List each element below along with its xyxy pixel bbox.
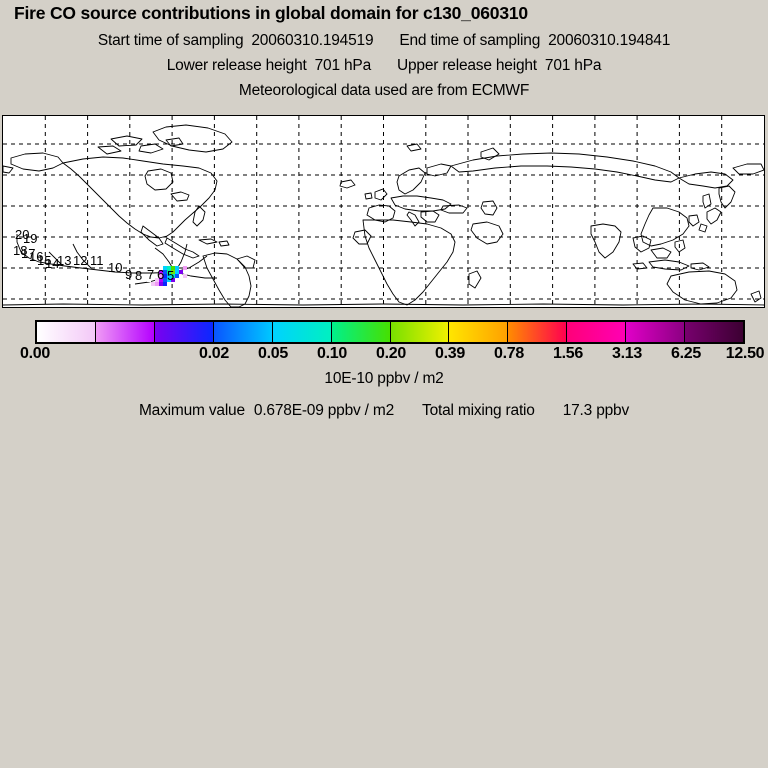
end-time-value: 20060310.194841 — [548, 32, 671, 49]
colorbar-tick: 0.02 — [199, 345, 229, 362]
colorbar-tick: 6.25 — [671, 345, 701, 362]
start-time-label: Start time of sampling — [97, 32, 244, 49]
colorbar-segment — [213, 322, 273, 342]
colorbar-segment — [331, 322, 391, 342]
colorbar-unit-label: 10E-10 ppbv / m2 — [324, 370, 444, 387]
colorbar-segment — [95, 322, 155, 342]
traj-label: 10 — [108, 260, 123, 275]
total-mixing-ratio-value: 17.3 ppbv — [562, 402, 630, 419]
traj-label: 6 — [157, 267, 165, 282]
lower-release-value: 701 hPa — [314, 57, 372, 74]
maximum-value-label: Maximum value — [138, 402, 245, 419]
traj-label: 12 — [73, 253, 88, 268]
colorbar-segment — [272, 322, 332, 342]
traj-label: 5 — [167, 268, 175, 283]
traj-label: 15 — [37, 253, 52, 268]
traj-label: 9 — [125, 267, 133, 282]
release-height-line: Lower release height 701 hPa Upper release… — [0, 57, 768, 75]
colorbar-segment — [37, 322, 96, 342]
traj-label: 18 — [13, 243, 28, 258]
colorbar-tick: 1.56 — [553, 345, 583, 362]
colorbar-tick: 12.50 — [725, 345, 765, 362]
traj-label: 17 — [21, 246, 36, 261]
traj-label: 8 — [135, 268, 143, 283]
upper-release-label: Upper release height — [397, 57, 537, 74]
colorbar-segment — [508, 322, 568, 342]
traj-label: 19 — [23, 231, 38, 246]
lower-release-label: Lower release height — [166, 57, 307, 74]
world-map — [3, 116, 764, 307]
header-block: Fire CO source contributions in global d… — [0, 0, 768, 112]
upper-release-value: 701 hPa — [544, 57, 602, 74]
traj-label: 13 — [57, 253, 72, 268]
maximum-value: 0.678E-09 ppbv / m2 — [253, 402, 395, 419]
colorbar-tick: 0.39 — [435, 345, 465, 362]
traj-label: 16 — [29, 249, 44, 264]
traj-label: 20 — [15, 227, 30, 242]
plume-footprint — [147, 266, 187, 286]
colorbar-tick: 0.00 — [20, 345, 50, 362]
colorbar-segment — [626, 322, 686, 342]
colorbar-tick: 0.20 — [376, 345, 406, 362]
colorbar-tick: 0.78 — [494, 345, 524, 362]
sampling-time-line: Start time of sampling 20060310.194519 End… — [0, 32, 768, 50]
page-title: Fire CO source contributions in global d… — [14, 3, 528, 23]
colorbar-segment — [449, 322, 509, 342]
traj-label: 14 — [45, 256, 60, 271]
end-time-label: End time of sampling — [399, 32, 541, 49]
colorbar-tick: 0.10 — [317, 345, 347, 362]
traj-label: 7 — [147, 267, 155, 282]
coastlines — [3, 124, 764, 307]
traj-label: 11 — [90, 253, 104, 268]
start-time-value: 20060310.194519 — [251, 32, 374, 49]
colorbar-tick: 0.05 — [258, 345, 288, 362]
colorbar-segment — [685, 322, 744, 342]
colorbar-segment — [567, 322, 627, 342]
colorbar-tick-labels: 0.00 0.02 0.05 0.10 0.20 0.39 0.78 1.56 … — [0, 345, 768, 367]
colorbar — [35, 320, 745, 344]
colorbar-segment — [154, 322, 214, 342]
total-mixing-ratio-label: Total mixing ratio — [422, 402, 535, 419]
met-data-line: Meteorological data used are from ECMWF — [238, 82, 530, 99]
colorbar-tick: 3.13 — [612, 345, 642, 362]
colorbar-segment — [390, 322, 450, 342]
map-panel: 20 19 18 17 16 15 14 13 12 11 10 9 8 7 6… — [2, 115, 765, 308]
footer-stats: Maximum value 0.678E-09 ppbv / m2 Total mi… — [0, 402, 768, 420]
